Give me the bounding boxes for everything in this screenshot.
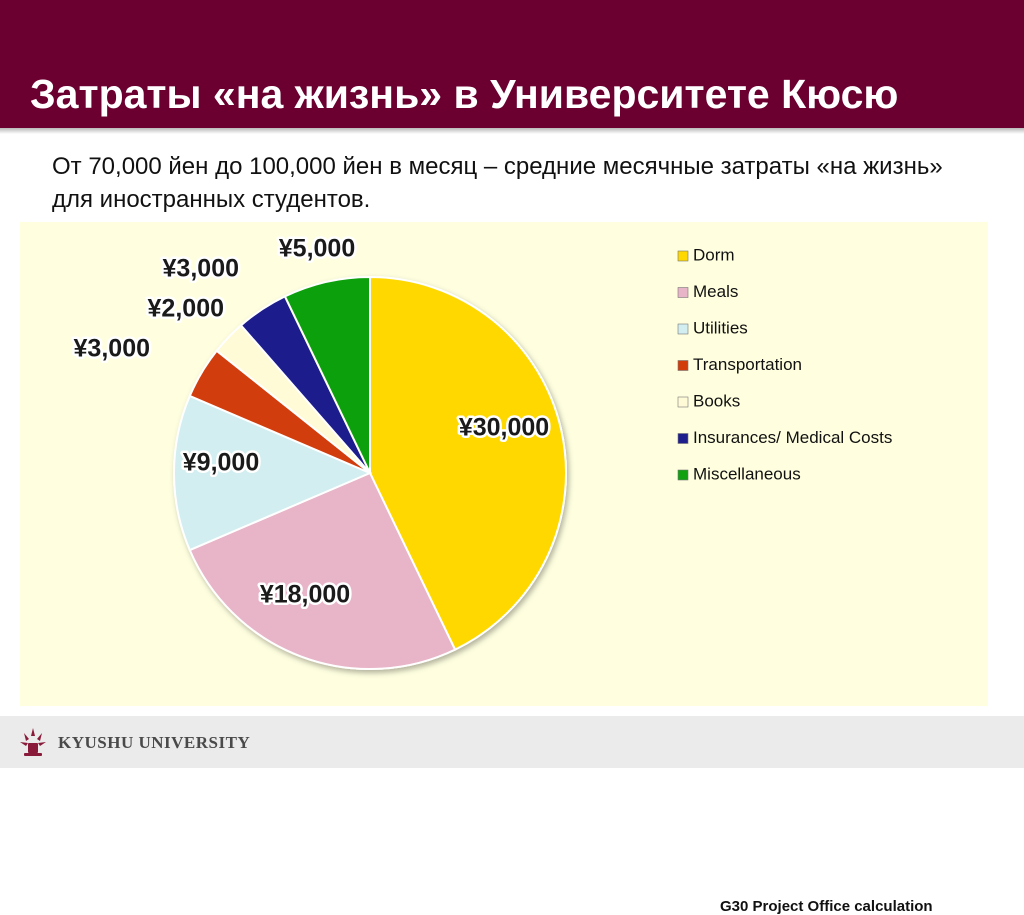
footer-bar	[0, 716, 1024, 768]
chart-source-note: G30 Project Office calculation	[720, 898, 933, 915]
footer-university-name: KYUSHU UNIVERSITY	[58, 733, 251, 752]
pie-chart: ¥30,000 ¥18,000 ¥9,000 ¥3,000 ¥2,000 ¥3,000 ¥5…	[71, 232, 892, 670]
slice-data-label: ¥30,000	[459, 414, 549, 442]
slice-data-label: ¥5,000	[279, 235, 355, 263]
legend-swatch	[677, 287, 689, 298]
legend-label: Utilities	[693, 318, 748, 337]
legend-label: Books	[693, 391, 740, 410]
slice-data-label: ¥3,000	[74, 335, 150, 363]
title-bar-shadow	[0, 128, 1024, 134]
legend-label: Dorm	[693, 245, 735, 264]
legend-swatch	[677, 433, 689, 444]
legend-label: Insurances/ Medical Costs	[693, 428, 892, 447]
title-bar	[0, 0, 1024, 128]
slide-subtitle: От 70,000 йен до 100,000 йен в месяц – с…	[52, 153, 943, 213]
legend-label: Transportation	[693, 355, 802, 374]
legend-swatch	[677, 360, 689, 371]
legend-swatch	[677, 323, 689, 335]
legend-swatch	[677, 396, 689, 408]
slice-data-label: ¥9,000	[183, 449, 259, 477]
slice-data-label: ¥2,000	[148, 295, 224, 323]
pie-slice-utilities	[172, 394, 373, 552]
slice-data-label: ¥3,000	[163, 255, 239, 283]
slice-data-label: ¥18,000	[260, 581, 350, 609]
chart-panel: ¥30,000 ¥18,000 ¥9,000 ¥3,000 ¥2,000 ¥3,000 ¥5…	[20, 222, 988, 915]
legend-swatch	[677, 469, 689, 481]
pie-slice-dorm	[369, 275, 567, 651]
legend-swatch	[677, 250, 689, 262]
slide-title: Затраты «на жизнь» в Университете Кюсю	[30, 71, 899, 117]
legend-label: Miscellaneous	[693, 464, 801, 483]
pie-slice-miscellaneous	[283, 275, 371, 474]
university-crest-icon	[20, 728, 46, 756]
legend-label: Meals	[693, 282, 738, 301]
